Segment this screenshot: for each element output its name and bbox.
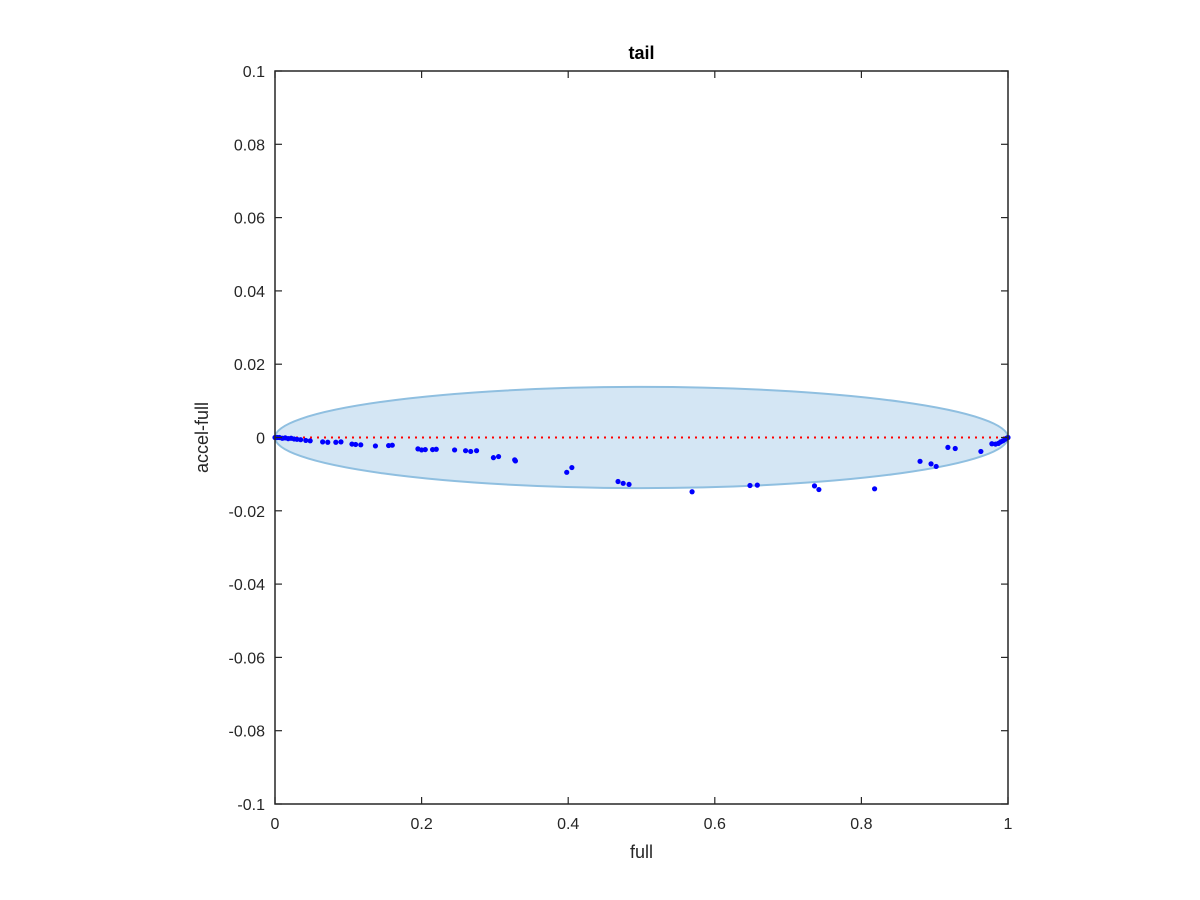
data-point [473, 448, 480, 454]
data-point [333, 439, 339, 445]
data-point [358, 442, 364, 448]
data-point [747, 482, 753, 489]
data-point [422, 446, 428, 453]
x-tick-label: 0.2 [410, 816, 432, 833]
y-tick-label: -0.02 [229, 504, 266, 521]
data-point [353, 441, 359, 448]
data-point [338, 439, 344, 445]
y-tick-label: 0.08 [234, 137, 265, 154]
data-point [945, 444, 951, 450]
y-tick-label: 0.1 [243, 64, 265, 81]
x-tick-label: 1 [1004, 816, 1013, 833]
x-tick-label: 0.8 [850, 816, 872, 833]
y-tick-label: -0.04 [229, 577, 266, 594]
y-axis-label: accel-full [192, 402, 212, 473]
data-point [615, 478, 621, 485]
data-point [512, 458, 519, 464]
data-point [689, 489, 695, 495]
data-point [811, 483, 818, 489]
y-tick-label: -0.06 [229, 650, 266, 667]
data-point [933, 463, 939, 470]
data-point [298, 437, 304, 443]
plot-area [272, 385, 1011, 495]
y-tick-label: 0.02 [234, 357, 265, 374]
data-point [626, 481, 632, 488]
x-tick-label: 0.6 [704, 816, 726, 833]
y-tick-label: -0.08 [229, 724, 266, 741]
data-point [303, 437, 309, 444]
data-point [433, 446, 439, 452]
data-point [754, 482, 760, 488]
data-point [952, 445, 958, 452]
data-point [620, 480, 626, 486]
chart-title: tail [628, 43, 654, 63]
data-point [320, 439, 326, 445]
y-tick-label: 0.06 [234, 211, 265, 228]
data-point [917, 458, 923, 464]
data-point [372, 443, 379, 449]
data-point [816, 486, 822, 493]
axis-ticks: 0 0.2 0.4 0.6 0.8 1 0.1 0.08 0.06 0.04 0.02 0 -0.02 -… [229, 64, 1013, 833]
data-point [451, 447, 458, 453]
y-tick-label: 0.04 [234, 284, 265, 301]
x-tick-label: 0 [271, 816, 280, 833]
data-point [490, 455, 497, 461]
data-point [307, 438, 313, 444]
data-point [462, 448, 469, 454]
data-point [569, 464, 575, 471]
data-point [389, 442, 395, 448]
x-tick-label: 0.4 [557, 816, 579, 833]
y-tick-label: -0.1 [237, 797, 265, 814]
data-point [928, 461, 934, 467]
data-point [871, 486, 878, 492]
data-point [978, 448, 984, 455]
data-point [564, 469, 570, 475]
x-axis-label: full [630, 842, 653, 862]
data-point [495, 453, 502, 460]
y-tick-label: 0 [256, 431, 265, 448]
data-point [325, 439, 331, 445]
data-point [468, 448, 474, 455]
